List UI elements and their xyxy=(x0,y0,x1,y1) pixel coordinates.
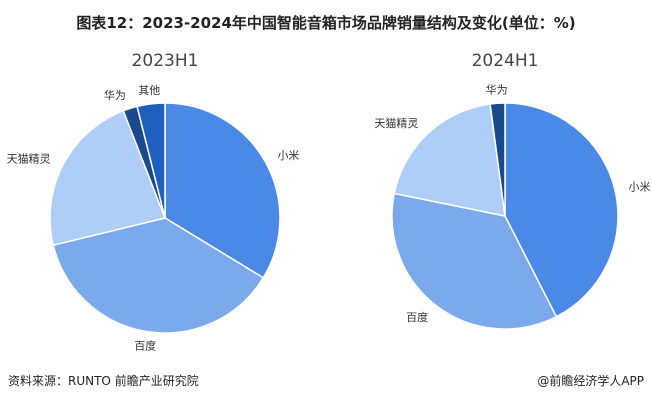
slice-label: 小米 xyxy=(277,149,299,162)
slice-label: 华为 xyxy=(486,82,508,96)
pie-slice xyxy=(164,102,281,279)
slice-label: 其他 xyxy=(138,84,160,97)
slice-label: 天猫精灵 xyxy=(7,152,51,165)
slice-label: 天猫精灵 xyxy=(374,117,418,130)
slice-label: 小米 xyxy=(628,180,650,193)
slice-label: 百度 xyxy=(134,338,156,352)
pie-title: 2023H1 xyxy=(132,51,199,71)
pie-slice xyxy=(136,102,166,219)
brand-label: @前瞻经济学人APP xyxy=(537,374,644,388)
pie-slice xyxy=(393,103,506,217)
pie-slice xyxy=(504,102,619,318)
pie-title: 2024H1 xyxy=(472,51,539,71)
slice-label: 百度 xyxy=(406,310,428,324)
pie-slice xyxy=(391,192,558,330)
pie-slice xyxy=(489,102,506,217)
source-note: 资料来源：RUNTO 前瞻产业研究院 xyxy=(8,374,199,388)
pie-slice xyxy=(52,217,265,334)
chart-title: 图表12：2023-2024年中国智能音箱市场品牌销量结构及变化(单位：%) xyxy=(76,14,576,32)
slice-label: 华为 xyxy=(104,88,126,102)
